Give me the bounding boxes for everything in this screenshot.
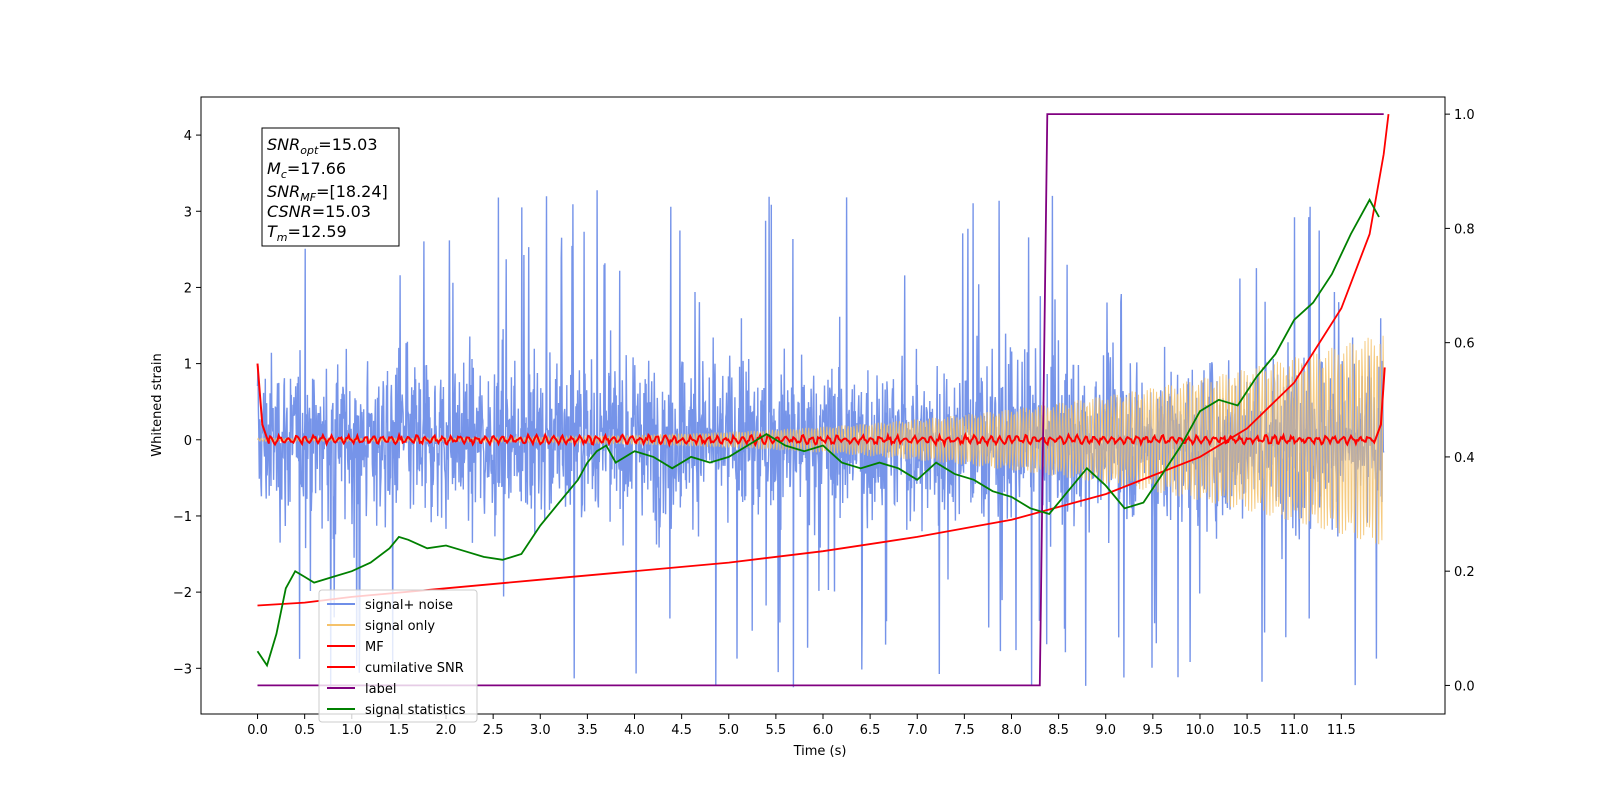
y-tick-label-left: 3: [184, 205, 192, 220]
info-tm: Tm=12.59: [267, 222, 347, 244]
x-tick-label: 9.5: [1143, 723, 1164, 738]
legend-label-label: label: [365, 682, 396, 697]
y-tick-label-left: −2: [173, 586, 192, 601]
x-tick-label: 2.5: [483, 723, 504, 738]
x-tick-label: 1.5: [389, 723, 410, 738]
legend: signal+ noise signal only MF cumilative …: [318, 589, 478, 723]
info-box: SNRopt=15.03 Mc=17.66 SNRMF=[18.24] CSNR…: [261, 127, 400, 247]
info-mc: Mc=17.66: [267, 159, 346, 181]
x-axis-title: Time (s): [793, 744, 847, 759]
x-tick-label: 3.0: [530, 723, 551, 738]
legend-frame: [318, 589, 478, 723]
x-tick-label: 0.5: [294, 723, 315, 738]
x-tick-label: 1.0: [341, 723, 362, 738]
info-csnr: CSNR=15.03: [267, 202, 371, 221]
x-tick-label: 10.0: [1185, 723, 1214, 738]
y-tick-label-right: 0.6: [1454, 337, 1475, 352]
x-tick-label: 0.0: [247, 723, 268, 738]
x-tick-label: 5.5: [766, 723, 787, 738]
y-tick-label-right: 0.8: [1454, 222, 1475, 237]
x-tick-label: 7.5: [954, 723, 975, 738]
x-tick-label: 11.5: [1327, 723, 1356, 738]
y-tick-label-right: 1.0: [1454, 108, 1475, 123]
y-tick-label-left: 0: [184, 434, 192, 449]
series-mf: [256, 363, 1386, 449]
x-tick-label: 4.5: [671, 723, 692, 738]
x-tick-label: 6.5: [860, 723, 881, 738]
x-tick-label: 8.5: [1048, 723, 1069, 738]
x-tick-label: 5.0: [718, 723, 739, 738]
x-tick-label: 4.0: [624, 723, 645, 738]
legend-label-signal-noise: signal+ noise: [365, 598, 453, 613]
y-tick-label-left: 1: [184, 358, 192, 373]
y-tick-label-left: −3: [173, 662, 192, 677]
x-tick-label: 6.0: [813, 723, 834, 738]
x-tick-label: 10.5: [1233, 723, 1262, 738]
legend-label-signal-only: signal only: [365, 619, 435, 634]
series-label: [257, 113, 1384, 687]
y-tick-label-left: 4: [184, 129, 192, 144]
x-tick-label: 2.0: [436, 723, 457, 738]
legend-label-signal-statistics: signal statistics: [365, 703, 466, 718]
x-tick-label: 9.0: [1095, 723, 1116, 738]
y-tick-label-left: −1: [173, 510, 192, 525]
x-tick-label: 3.5: [577, 723, 598, 738]
legend-label-cumulative-snr: cumilative SNR: [365, 661, 464, 676]
series-signal-noise: [256, 190, 1385, 688]
y-axis-right: 1.0 0.8 0.6 0.4 0.2 0.0: [1445, 108, 1475, 694]
y-tick-label-right: 0.2: [1454, 565, 1475, 580]
legend-label-mf: MF: [365, 640, 384, 655]
x-axis: 0.0 0.5 1.0 1.5 2.0 2.5 3.0 3.5 4.0 4.5 5.0 5.5 6.0 6…: [247, 714, 1356, 738]
y-tick-label-right: 0.4: [1454, 451, 1475, 466]
y-tick-label-left: 2: [184, 281, 192, 296]
x-tick-label: 8.0: [1001, 723, 1022, 738]
info-box-frame: [261, 127, 400, 247]
x-tick-label: 7.0: [907, 723, 928, 738]
series-signal-statistics: [256, 197, 1380, 668]
y-axis-left: 4 3 2 1 0 −1 −2 −3: [173, 129, 201, 677]
info-snr-opt: SNRopt=15.03: [267, 135, 378, 157]
x-tick-label: 11.0: [1280, 723, 1309, 738]
info-snr-mf: SNRMF=[18.24]: [267, 182, 388, 204]
y-tick-label-right: 0.0: [1454, 679, 1475, 694]
y-axis-title: Whitened strain: [150, 353, 165, 456]
